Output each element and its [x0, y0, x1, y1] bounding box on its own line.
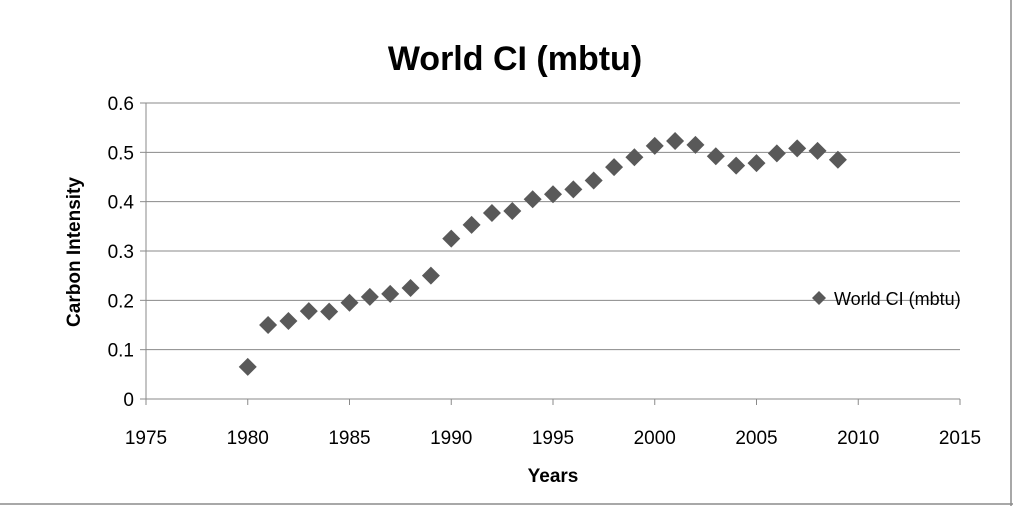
y-axis-label: Carbon Intensity — [64, 177, 85, 327]
data-point — [340, 293, 359, 312]
data-point — [645, 136, 664, 155]
x-tick-label: 2015 — [939, 428, 981, 449]
data-point — [747, 154, 766, 173]
data-point — [238, 357, 257, 376]
x-tick-label: 1990 — [430, 428, 472, 449]
x-tick-label: 2000 — [634, 428, 676, 449]
data-point — [808, 141, 827, 160]
data-point — [727, 156, 746, 175]
data-point — [279, 312, 298, 331]
y-tick-label: 0.2 — [108, 291, 134, 312]
data-point — [706, 147, 725, 166]
data-point — [462, 215, 481, 234]
y-tick-label: 0.4 — [108, 193, 135, 214]
data-point — [788, 139, 807, 158]
y-tick-label: 0.1 — [108, 341, 134, 362]
data-point — [605, 158, 624, 177]
y-tick-label: 0.6 — [108, 94, 134, 115]
data-point — [299, 302, 318, 321]
data-point — [259, 316, 278, 334]
data-point — [584, 171, 603, 190]
data-point — [442, 229, 461, 248]
y-tick-label: 0 — [123, 390, 134, 411]
data-point — [666, 131, 685, 150]
data-point — [421, 266, 440, 285]
x-tick-label: 1980 — [227, 428, 269, 449]
axes: 0 0.1 0.2 0.3 0.4 0.5 0.6 1975 1980 1985 1990 1995 2… — [108, 94, 982, 449]
x-tick-label: 2005 — [735, 428, 777, 449]
data-points — [238, 131, 847, 376]
data-point — [686, 135, 705, 154]
data-point — [544, 185, 562, 204]
data-point — [381, 284, 400, 303]
data-point — [523, 190, 542, 209]
data-point — [503, 202, 522, 221]
data-point — [482, 204, 501, 223]
data-point — [360, 287, 379, 306]
x-tick-label: 1995 — [532, 428, 574, 449]
data-point — [828, 150, 847, 169]
data-point — [767, 144, 786, 163]
chart-title: World CI (mbtu) — [388, 40, 642, 78]
data-point — [320, 302, 339, 321]
y-tick-label: 0.3 — [108, 242, 134, 263]
legend: World CI (mbtu) — [812, 289, 961, 309]
legend-marker — [812, 291, 826, 305]
y-tick-label: 0.5 — [108, 143, 134, 164]
data-point — [401, 279, 420, 297]
data-point — [625, 148, 644, 167]
x-tick-label: 2010 — [837, 428, 879, 449]
x-axis-label: Years — [528, 466, 579, 487]
x-tick-label: 1985 — [328, 428, 370, 449]
x-tick-label: 1975 — [125, 428, 167, 449]
legend-label: World CI (mbtu) — [834, 289, 961, 309]
data-point — [564, 180, 583, 199]
